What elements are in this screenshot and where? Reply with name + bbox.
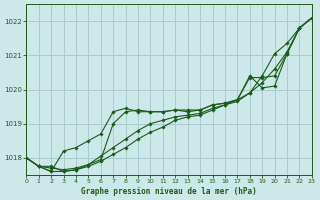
X-axis label: Graphe pression niveau de la mer (hPa): Graphe pression niveau de la mer (hPa) [81, 187, 257, 196]
